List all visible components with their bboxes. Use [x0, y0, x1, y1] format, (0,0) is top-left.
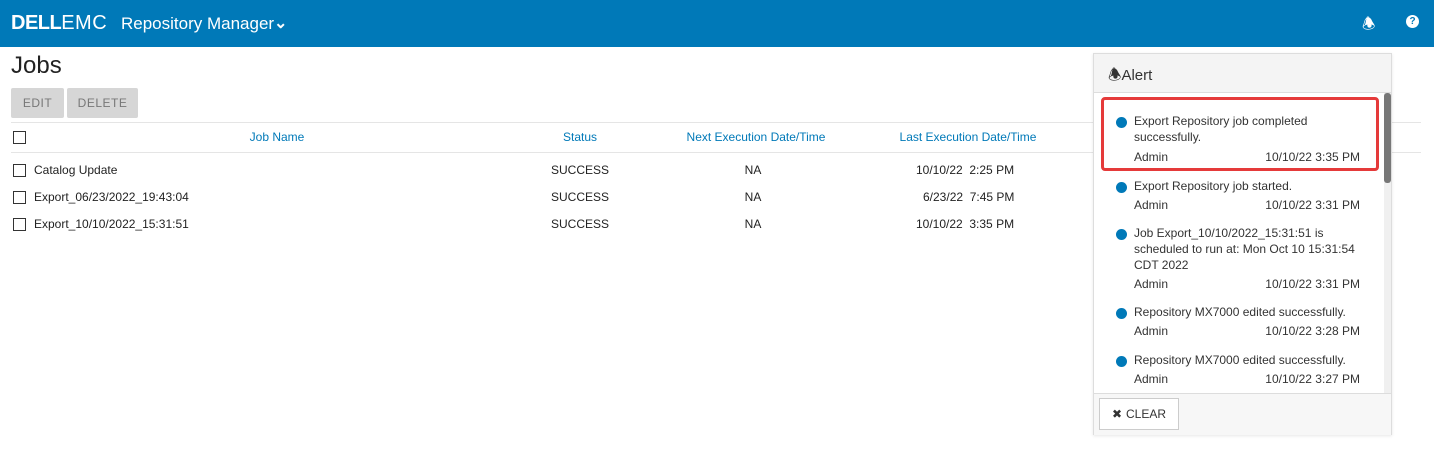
alert-time: 10/10/22 3:27 PM	[1265, 372, 1360, 386]
divider	[11, 122, 1421, 123]
alert-user: Admin	[1134, 277, 1169, 291]
row-checkbox[interactable]	[13, 164, 26, 177]
job-status: SUCCESS	[550, 217, 610, 231]
alert-scrollbar[interactable]	[1384, 93, 1391, 393]
alert-message: Repository MX7000 edited successfully.	[1134, 305, 1346, 319]
close-icon: ✖	[1111, 407, 1123, 421]
row-checkbox[interactable]	[13, 218, 26, 231]
chevron-down-icon[interactable]: ⌄	[274, 15, 288, 32]
scrollbar-thumb[interactable]	[1384, 93, 1391, 183]
status-dot-icon	[1116, 229, 1127, 240]
col-status[interactable]: Status	[562, 130, 598, 144]
job-last: 10/10/22 2:25 PM	[916, 163, 1015, 177]
bell-icon: 🕭	[1108, 67, 1122, 84]
job-status: SUCCESS	[550, 163, 610, 177]
alert-user: Admin	[1134, 150, 1169, 164]
alert-message: Job Export_10/10/2022_15:31:51 is schedu…	[1134, 226, 1355, 272]
dell-emc-logo: DELLEMC	[11, 12, 108, 34]
status-dot-icon	[1116, 182, 1127, 193]
alert-time: 10/10/22 3:28 PM	[1265, 324, 1360, 338]
app-title[interactable]: Repository Manager	[121, 14, 275, 33]
alert-header: 🕭Alert	[1094, 54, 1391, 93]
alert-title: Alert	[1121, 67, 1153, 84]
bell-icon[interactable]: 🕭	[1362, 16, 1376, 33]
job-status: SUCCESS	[550, 190, 610, 204]
alert-time: 10/10/22 3:35 PM	[1265, 150, 1360, 164]
alert-time: 10/10/22 3:31 PM	[1265, 198, 1360, 212]
alert-message: Export Repository job completed successf…	[1134, 114, 1308, 144]
top-bar: DELLEMC Repository Manager ⌄ 🕭 ?	[0, 0, 1434, 47]
select-all-checkbox[interactable]	[13, 131, 26, 144]
alert-footer: ✖ CLEAR	[1094, 393, 1391, 435]
job-name: Export_06/23/2022_19:43:04	[34, 190, 189, 204]
col-last-execution[interactable]: Last Execution Date/Time	[899, 130, 1037, 144]
status-dot-icon	[1116, 308, 1127, 319]
status-dot-icon	[1116, 117, 1127, 128]
help-icon[interactable]: ?	[1406, 15, 1419, 28]
alert-time: 10/10/22 3:31 PM	[1265, 277, 1360, 291]
alert-list: Export Repository job completed successf…	[1094, 93, 1391, 393]
job-name: Export_10/10/2022_15:31:51	[34, 217, 189, 231]
divider	[11, 152, 1421, 153]
status-dot-icon	[1116, 356, 1127, 367]
clear-button[interactable]: ✖ CLEAR	[1099, 398, 1179, 430]
edit-button[interactable]: EDIT	[11, 88, 64, 118]
alert-user: Admin	[1134, 372, 1169, 386]
job-name: Catalog Update	[34, 163, 118, 177]
job-last: 10/10/22 3:35 PM	[916, 217, 1015, 231]
alert-user: Admin	[1134, 198, 1169, 212]
clear-label: CLEAR	[1126, 407, 1167, 421]
job-next: NA	[744, 163, 762, 177]
job-next: NA	[744, 190, 762, 204]
alert-panel: 🕭Alert Export Repository job completed s…	[1093, 53, 1392, 435]
delete-button[interactable]: DELETE	[67, 88, 138, 118]
highlight-box	[1101, 97, 1379, 171]
job-next: NA	[744, 217, 762, 231]
page-title: Jobs	[11, 52, 62, 79]
row-checkbox[interactable]	[13, 191, 26, 204]
alert-user: Admin	[1134, 324, 1169, 338]
col-job-name[interactable]: Job Name	[249, 130, 305, 144]
alert-message: Repository MX7000 edited successfully.	[1134, 353, 1346, 367]
col-next-execution[interactable]: Next Execution Date/Time	[686, 130, 826, 144]
alert-message: Export Repository job started.	[1134, 179, 1293, 193]
job-last: 6/23/22 7:45 PM	[923, 190, 1015, 204]
